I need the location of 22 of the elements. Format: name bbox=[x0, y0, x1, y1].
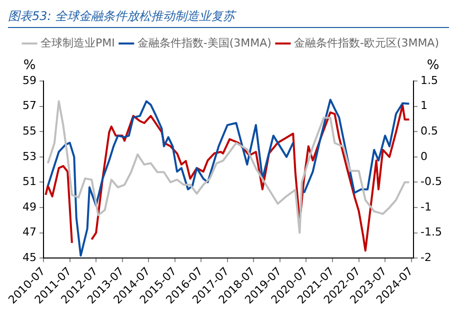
y-tick-label: 53 bbox=[22, 150, 36, 163]
legend-label: 金融条件指数-美国(3MMA) bbox=[137, 36, 272, 50]
y-tick-label: 47 bbox=[22, 226, 36, 239]
y2-axis-title: % bbox=[426, 58, 440, 73]
y-tick-label: 57 bbox=[22, 99, 36, 112]
y2-tick-label: -2 bbox=[420, 251, 432, 264]
legend-label: 全球制造业PMI bbox=[40, 36, 115, 50]
y-tick-label: 45 bbox=[22, 251, 36, 264]
y2-tick-label: 1 bbox=[420, 99, 428, 112]
y-tick-label: 51 bbox=[22, 175, 36, 188]
legend-label: 金融条件指数-欧元区(3MMA) bbox=[294, 36, 440, 50]
y2-tick-label: -0.5 bbox=[420, 175, 442, 188]
y2-tick-label: 0.5 bbox=[420, 124, 438, 138]
y-axis-title: % bbox=[23, 58, 36, 73]
y-tick-label: 55 bbox=[22, 124, 36, 138]
y-tick-label: 59 bbox=[22, 74, 36, 87]
y2-tick-label: -1 bbox=[420, 200, 432, 214]
chart-title: 图表53: 全球金融条件放松推动制造业复苏 bbox=[8, 8, 449, 28]
y2-tick-label: 0 bbox=[420, 150, 428, 163]
y2-tick-label: 1.5 bbox=[420, 74, 438, 87]
y2-tick-label: -1.5 bbox=[420, 226, 442, 239]
y-tick-label: 49 bbox=[22, 200, 36, 214]
